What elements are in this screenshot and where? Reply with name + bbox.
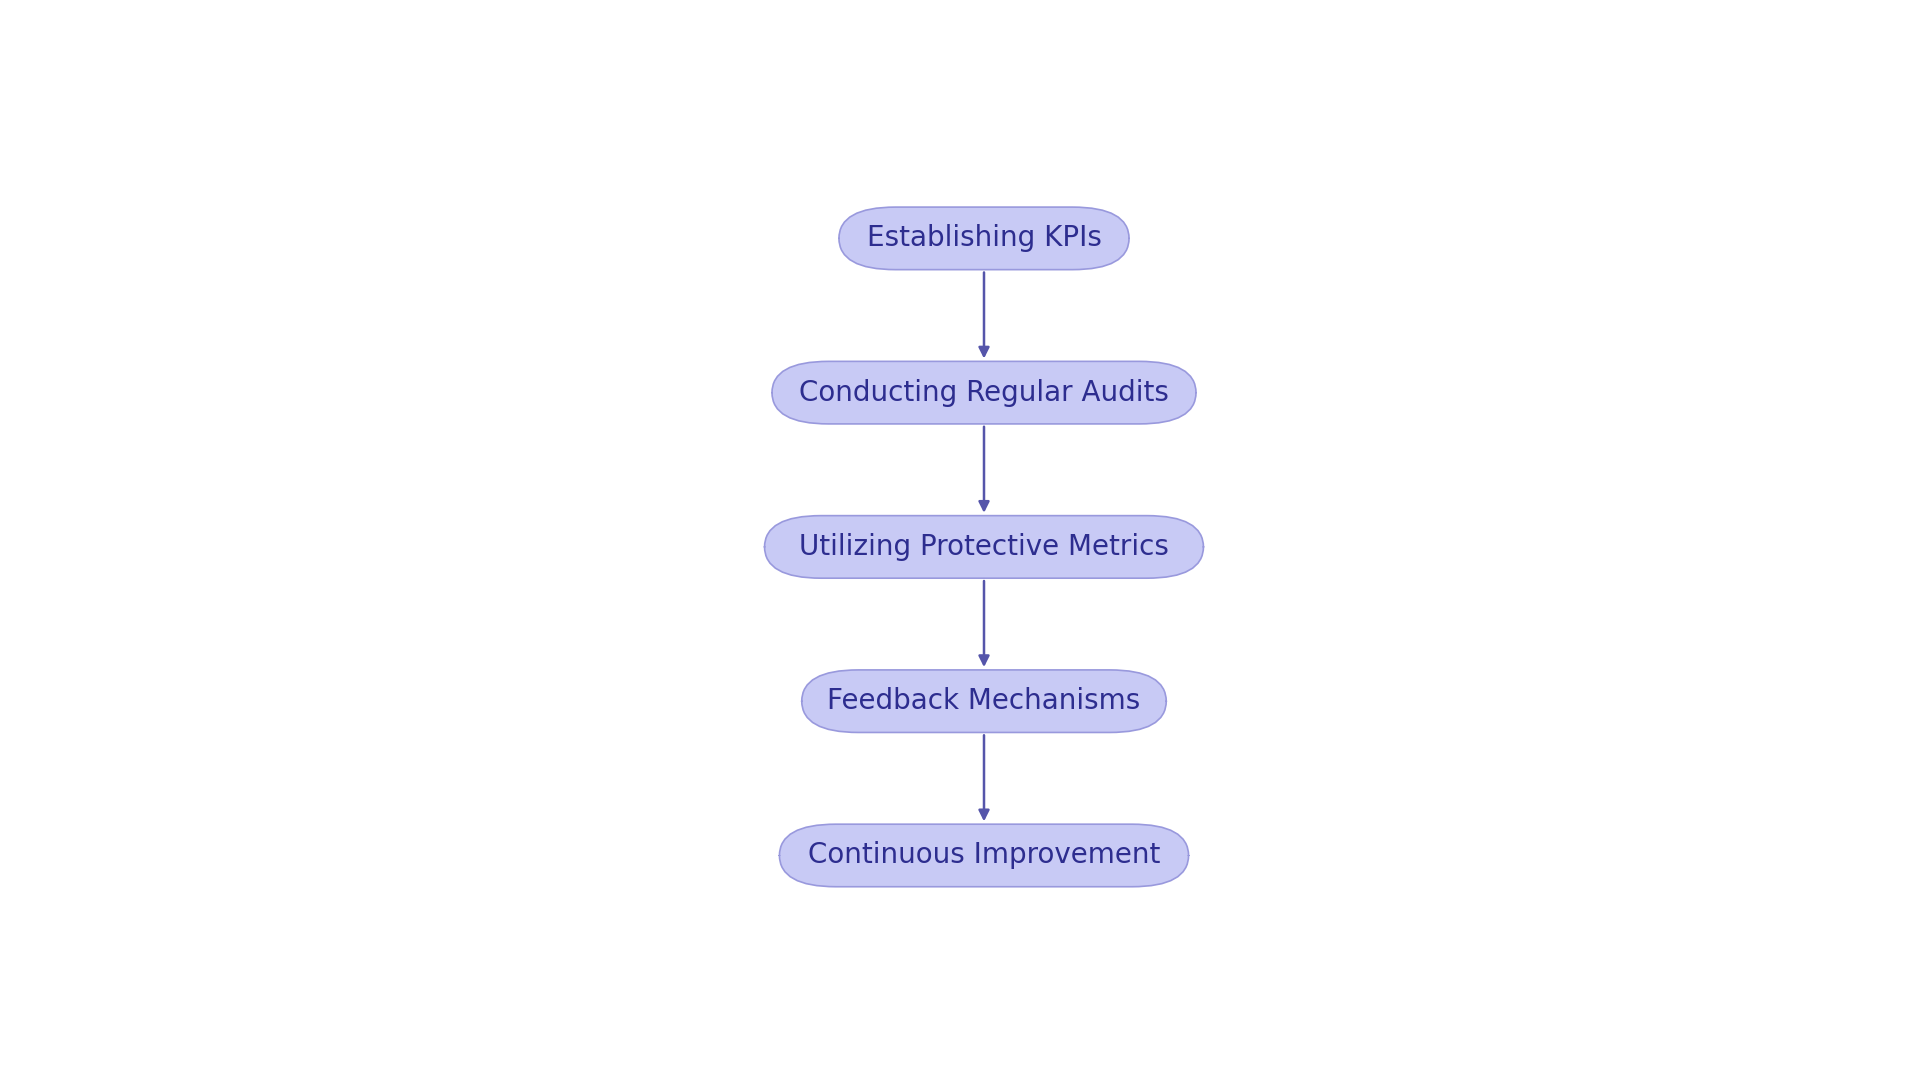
FancyBboxPatch shape xyxy=(772,362,1196,423)
Text: Utilizing Protective Metrics: Utilizing Protective Metrics xyxy=(799,533,1169,561)
Text: Conducting Regular Audits: Conducting Regular Audits xyxy=(799,379,1169,406)
Text: Continuous Improvement: Continuous Improvement xyxy=(808,841,1160,870)
FancyBboxPatch shape xyxy=(803,670,1165,732)
FancyBboxPatch shape xyxy=(780,824,1188,887)
Text: Establishing KPIs: Establishing KPIs xyxy=(866,224,1102,252)
Text: Feedback Mechanisms: Feedback Mechanisms xyxy=(828,688,1140,715)
FancyBboxPatch shape xyxy=(839,207,1129,270)
FancyBboxPatch shape xyxy=(764,516,1204,578)
